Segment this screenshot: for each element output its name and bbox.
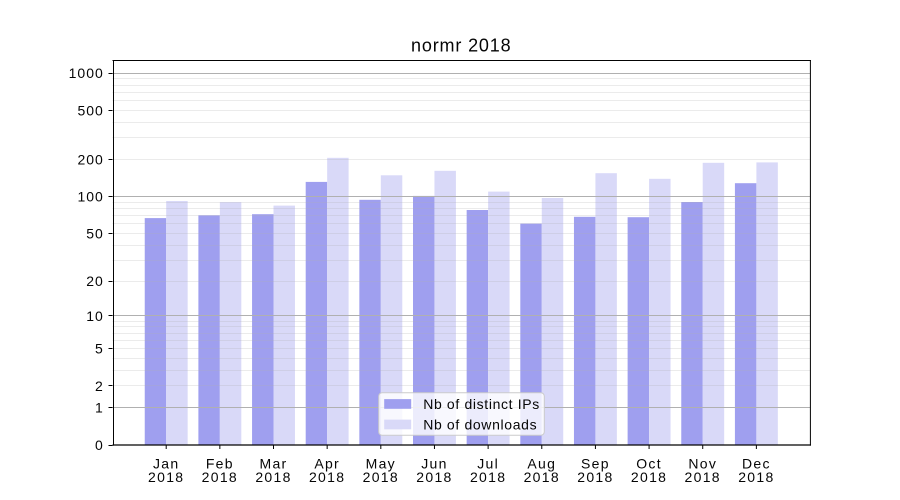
svg-text:50: 50 [86, 225, 104, 241]
svg-text:Dec: Dec [742, 455, 771, 471]
svg-text:2018: 2018 [309, 469, 345, 485]
svg-text:2: 2 [95, 378, 104, 394]
svg-text:2018: 2018 [148, 469, 184, 485]
svg-text:Nb of distinct IPs: Nb of distinct IPs [423, 396, 540, 412]
svg-text:2018: 2018 [577, 469, 613, 485]
svg-text:Jun: Jun [421, 455, 447, 471]
svg-text:1: 1 [95, 400, 104, 416]
svg-text:20: 20 [86, 273, 104, 289]
svg-text:normr 2018: normr 2018 [411, 36, 512, 56]
svg-text:100: 100 [77, 189, 103, 205]
svg-text:Aug: Aug [527, 455, 556, 471]
svg-text:Mar: Mar [260, 455, 288, 471]
svg-text:Sep: Sep [581, 455, 610, 471]
svg-text:2018: 2018 [738, 469, 774, 485]
svg-text:2018: 2018 [470, 469, 506, 485]
svg-text:200: 200 [77, 152, 103, 168]
svg-text:Jan: Jan [153, 455, 179, 471]
svg-text:2018: 2018 [524, 469, 560, 485]
svg-text:Apr: Apr [314, 455, 340, 471]
svg-text:Feb: Feb [206, 455, 234, 471]
svg-text:2018: 2018 [363, 469, 399, 485]
svg-text:Nb of downloads: Nb of downloads [423, 416, 537, 432]
svg-text:Oct: Oct [636, 455, 662, 471]
svg-text:2018: 2018 [202, 469, 238, 485]
svg-text:2018: 2018 [685, 469, 721, 485]
svg-text:2018: 2018 [416, 469, 452, 485]
svg-text:10: 10 [86, 308, 104, 324]
svg-text:2018: 2018 [255, 469, 291, 485]
svg-text:Jul: Jul [477, 455, 499, 471]
svg-text:2018: 2018 [631, 469, 667, 485]
svg-text:0: 0 [95, 437, 104, 453]
svg-text:500: 500 [77, 102, 103, 118]
svg-text:Nov: Nov [688, 455, 717, 471]
svg-text:5: 5 [95, 340, 104, 356]
svg-text:May: May [366, 455, 396, 471]
svg-text:1000: 1000 [69, 65, 104, 81]
